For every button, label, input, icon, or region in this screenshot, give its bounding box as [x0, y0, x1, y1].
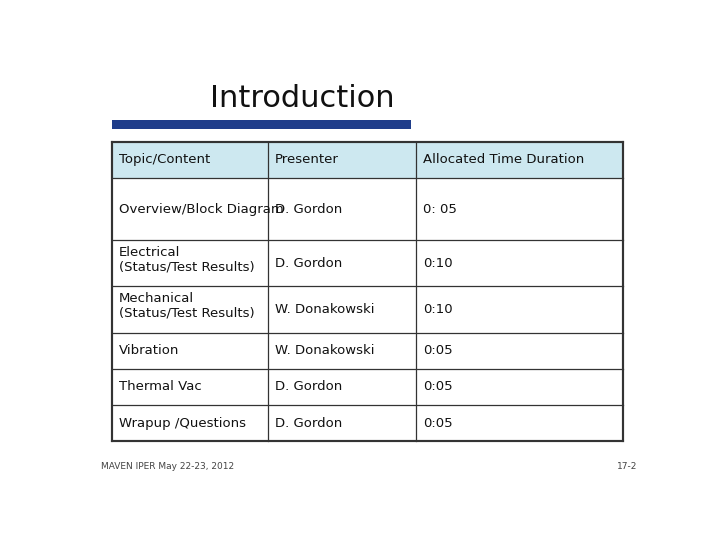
Bar — [112, 369, 623, 405]
Text: D. Gordon: D. Gordon — [275, 202, 342, 215]
Text: D. Gordon: D. Gordon — [275, 257, 342, 270]
Bar — [112, 141, 623, 178]
Text: W. Donakowski: W. Donakowski — [275, 344, 374, 357]
Bar — [112, 120, 411, 129]
Text: 0:05: 0:05 — [423, 380, 452, 393]
Text: Vibration: Vibration — [119, 344, 179, 357]
Text: MAVEN IPER May 22-23, 2012: MAVEN IPER May 22-23, 2012 — [101, 462, 234, 471]
Bar — [112, 286, 623, 333]
Text: Introduction: Introduction — [210, 84, 395, 112]
Text: 0:10: 0:10 — [423, 257, 452, 270]
Text: D. Gordon: D. Gordon — [275, 380, 342, 393]
Bar — [112, 333, 623, 369]
Text: Mechanical
(Status/Test Results): Mechanical (Status/Test Results) — [119, 292, 255, 320]
Bar — [112, 141, 623, 441]
Text: Electrical
(Status/Test Results): Electrical (Status/Test Results) — [119, 246, 255, 274]
Text: 0:05: 0:05 — [423, 416, 452, 429]
Text: 0: 05: 0: 05 — [423, 202, 456, 215]
Text: 0:05: 0:05 — [423, 344, 452, 357]
Bar — [112, 405, 623, 441]
Text: Topic/Content: Topic/Content — [119, 153, 210, 166]
Text: Presenter: Presenter — [275, 153, 338, 166]
Text: Overview/Block Diagram: Overview/Block Diagram — [119, 202, 284, 215]
Text: 0:10: 0:10 — [423, 303, 452, 316]
Bar — [112, 178, 623, 240]
Text: Thermal Vac: Thermal Vac — [119, 380, 202, 393]
Text: D. Gordon: D. Gordon — [275, 416, 342, 429]
Text: Allocated Time Duration: Allocated Time Duration — [423, 153, 584, 166]
Bar — [112, 240, 623, 286]
Text: 17-2: 17-2 — [616, 462, 637, 471]
Text: W. Donakowski: W. Donakowski — [275, 303, 374, 316]
Text: Wrapup /Questions: Wrapup /Questions — [119, 416, 246, 429]
